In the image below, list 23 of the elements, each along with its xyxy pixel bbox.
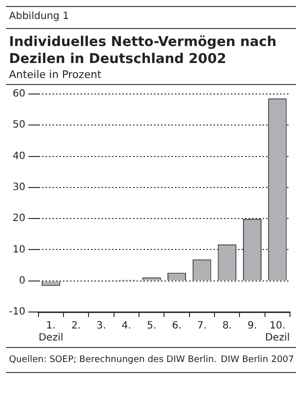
- chart-title: Individuelles Netto-Vermögen nach Dezilen in Deutschland 2002: [8, 33, 278, 68]
- x-tick-label: 7.: [197, 320, 207, 332]
- x-tick-label: 6.: [172, 320, 182, 332]
- text: DIW Berlin 2007: [220, 355, 294, 365]
- x-tick-label: 10. Dezil: [265, 320, 290, 344]
- x-tick-label: 9.: [247, 320, 258, 332]
- y-tick-label: 0: [18, 275, 26, 286]
- y-tick-label: 40: [12, 150, 26, 162]
- x-tick-label: 3.: [96, 320, 106, 332]
- y-tick-label: -10: [8, 306, 26, 318]
- source-note: Quellen: SOEP; Berechnungen des DIW Berlin.: [9, 355, 217, 365]
- y-tick-label: 30: [12, 182, 26, 194]
- x-tick-label: 2.: [71, 320, 81, 332]
- x-tick-label: 4.: [122, 320, 132, 332]
- y-tick-label: 10: [12, 244, 26, 256]
- y-tick-label: 60: [12, 88, 26, 100]
- text: Abbildung 1: [8, 10, 70, 24]
- x-tick-label: 5.: [146, 320, 156, 332]
- x-tick-label: 8.: [222, 320, 232, 332]
- chart-subtitle: Anteile in Prozent: [8, 68, 102, 83]
- x-tick-label: 1. Dezil: [38, 320, 64, 344]
- y-tick-label: 50: [12, 120, 26, 131]
- y-tick-label: 20: [12, 213, 26, 224]
